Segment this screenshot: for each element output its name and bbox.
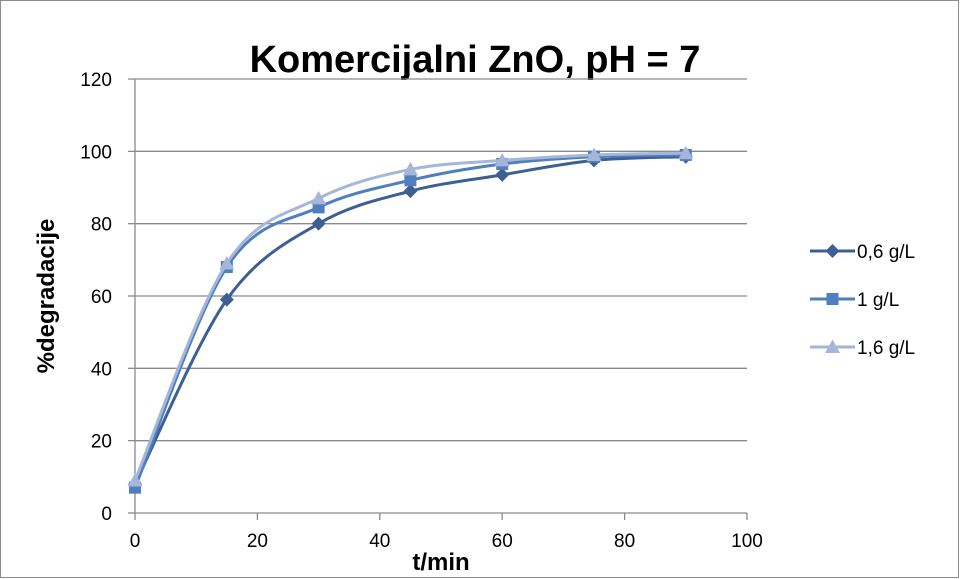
y-tick-label: 20 bbox=[91, 432, 112, 453]
x-tick-label: 60 bbox=[492, 531, 513, 552]
y-tick-label: 0 bbox=[101, 504, 112, 525]
data-point bbox=[219, 292, 234, 307]
x-tick-labels: 0 20 40 60 80 100 bbox=[130, 531, 763, 552]
series-group bbox=[127, 145, 694, 494]
data-point bbox=[127, 472, 143, 487]
legend-marker bbox=[825, 244, 840, 258]
y-axis-label: %degradacije bbox=[33, 219, 60, 374]
y-tick-labels: 0 20 40 60 80 100 120 bbox=[80, 70, 112, 525]
y-tick-label: 80 bbox=[91, 215, 112, 236]
y-tick-label: 40 bbox=[91, 359, 112, 380]
data-point bbox=[495, 167, 510, 182]
data-point bbox=[312, 201, 325, 214]
y-tick-label: 60 bbox=[91, 287, 112, 308]
legend-label: 0,6 g/L bbox=[857, 242, 915, 263]
data-point bbox=[586, 147, 602, 161]
legend-item: 1 g/L bbox=[810, 290, 899, 311]
x-tick-label: 80 bbox=[614, 531, 635, 552]
data-point bbox=[311, 190, 327, 205]
legend-marker bbox=[826, 293, 839, 305]
data-point bbox=[494, 152, 510, 167]
legend-label: 1 g/L bbox=[857, 290, 899, 311]
legend-marker bbox=[825, 339, 840, 353]
data-point bbox=[311, 216, 326, 231]
legend-item: 0,6 g/L bbox=[810, 242, 915, 263]
data-point bbox=[219, 255, 235, 270]
series-3 bbox=[127, 145, 694, 487]
series-line bbox=[133, 151, 686, 482]
y-tick-label: 100 bbox=[80, 142, 112, 163]
x-axis-label: t/min bbox=[412, 549, 469, 576]
legend: 0,6 g/L 1 g/L 1,6 g/L bbox=[810, 242, 915, 359]
y-tick-label: 120 bbox=[80, 70, 112, 91]
grid-lines bbox=[135, 78, 747, 442]
data-point bbox=[402, 161, 418, 176]
series-line bbox=[133, 153, 686, 489]
chart-title: Komercijalni ZnO, pH = 7 bbox=[250, 39, 701, 81]
x-tick-label: 20 bbox=[247, 531, 268, 552]
x-tick-label: 0 bbox=[130, 531, 141, 552]
data-point bbox=[403, 184, 418, 199]
data-point bbox=[678, 145, 694, 160]
series-line bbox=[133, 155, 686, 485]
axes bbox=[128, 78, 748, 520]
series-1 bbox=[128, 149, 693, 492]
data-point bbox=[404, 174, 417, 187]
x-tick-label: 100 bbox=[731, 531, 763, 552]
x-tick-label: 40 bbox=[369, 531, 390, 552]
legend-item: 1,6 g/L bbox=[810, 338, 915, 359]
legend-label: 1,6 g/L bbox=[857, 338, 915, 359]
